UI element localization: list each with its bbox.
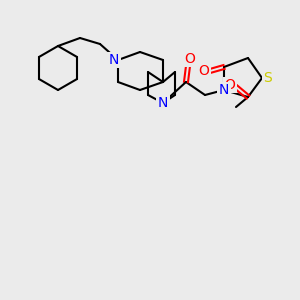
Text: O: O [199, 64, 209, 78]
Text: N: N [109, 53, 119, 67]
Text: N: N [158, 96, 168, 110]
Text: N: N [219, 83, 229, 97]
Text: O: O [225, 78, 236, 92]
Text: S: S [264, 71, 272, 85]
Text: O: O [184, 52, 195, 66]
